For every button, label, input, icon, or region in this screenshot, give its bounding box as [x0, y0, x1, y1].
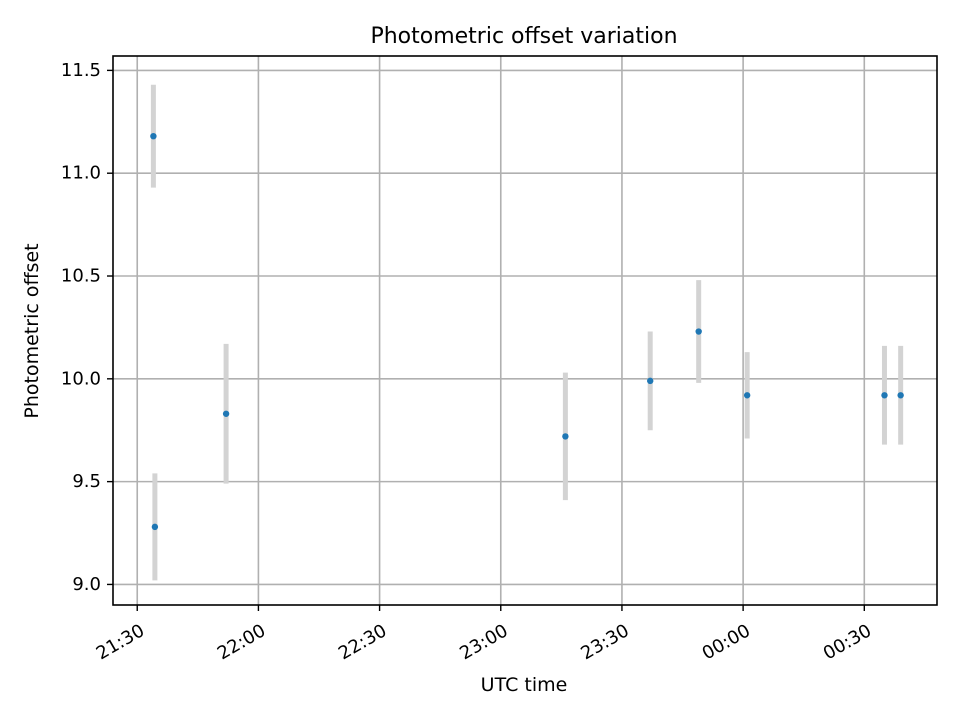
data-point — [881, 392, 888, 399]
data-point — [647, 377, 654, 385]
data-point — [150, 132, 157, 140]
data-point — [151, 523, 159, 531]
y-tick-label: 11.0 — [61, 163, 101, 184]
x-tick-label: 23:00 — [456, 620, 511, 664]
data-point — [897, 392, 904, 399]
y-tick-label: 11.5 — [61, 60, 101, 81]
data-point — [743, 392, 751, 399]
plot-frame — [112, 55, 938, 606]
grid — [113, 56, 937, 605]
x-tick-label: 00:00 — [699, 620, 754, 664]
y-tick-label: 10.0 — [61, 368, 101, 389]
x-axis-label: UTC time — [481, 674, 568, 696]
x-tick-label: 22:00 — [214, 620, 269, 664]
x-axis: 21:30 22:00 22:30 23:00 23:30 00:00 00:30 — [93, 605, 875, 664]
y-tick-label: 9.5 — [72, 471, 101, 492]
data-point — [222, 410, 230, 417]
y-tick-label: 10.5 — [61, 266, 101, 287]
data-points — [150, 132, 904, 531]
data-point — [695, 328, 702, 335]
y-axis: 9.0 9.5 10.0 10.5 11.0 11.5 — [61, 60, 113, 595]
x-tick-label: 22:30 — [335, 620, 390, 664]
y-tick-label: 9.0 — [72, 574, 101, 595]
x-tick-label: 23:30 — [577, 620, 632, 664]
y-axis-label: Photometric offset — [21, 243, 43, 418]
x-tick-label: 00:30 — [820, 620, 875, 664]
chart-title: Photometric offset variation — [370, 24, 677, 49]
data-point — [562, 433, 569, 440]
error-bars — [150, 84, 904, 581]
x-tick-label: 21:30 — [93, 620, 148, 664]
